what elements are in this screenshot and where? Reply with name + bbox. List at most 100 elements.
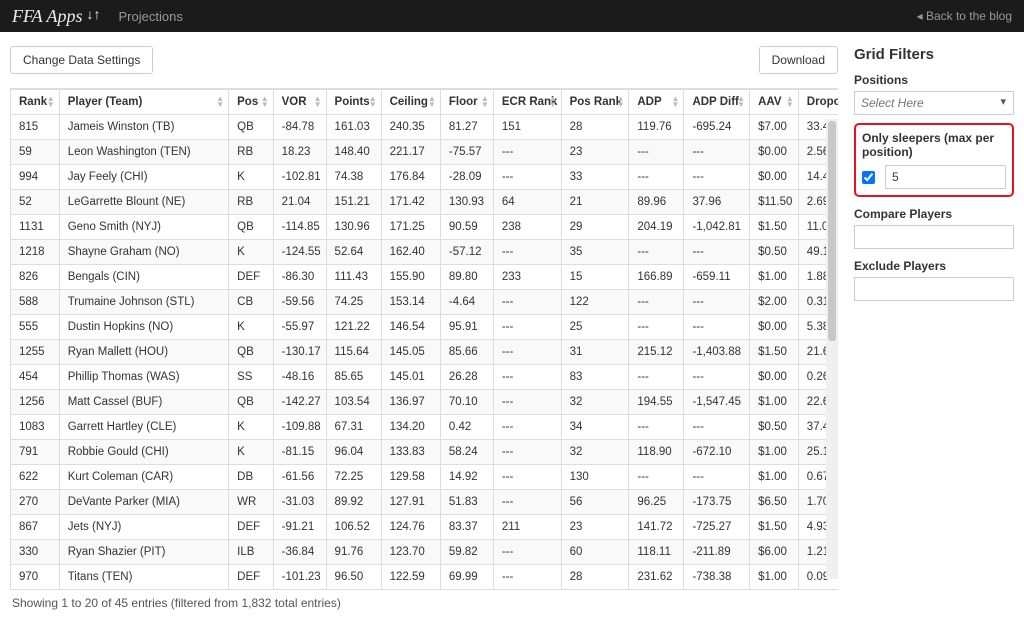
table-cell: --- bbox=[493, 490, 561, 515]
projections-table-wrap: Rank▲▼Player (Team)▲▼Pos▲▼VOR▲▼Points▲▼C… bbox=[10, 88, 838, 590]
table-row[interactable]: 52LeGarrette Blount (NE)RB21.04151.21171… bbox=[11, 190, 839, 215]
table-row[interactable]: 970Titans (TEN)DEF-101.2396.50122.5969.9… bbox=[11, 565, 839, 590]
exclude-players-input[interactable] bbox=[854, 277, 1014, 301]
column-header[interactable]: VOR▲▼ bbox=[273, 90, 326, 115]
table-cell: 37.96 bbox=[684, 190, 750, 215]
table-cell: --- bbox=[493, 290, 561, 315]
column-header[interactable]: Dropoff▲▼ bbox=[798, 90, 838, 115]
table-row[interactable]: 1218Shayne Graham (NO)K-124.5552.64162.4… bbox=[11, 240, 839, 265]
table-cell: 91.76 bbox=[326, 540, 381, 565]
sort-icon[interactable]: ▲▼ bbox=[549, 96, 557, 108]
table-cell: -725.27 bbox=[684, 515, 750, 540]
table-cell: 155.90 bbox=[381, 265, 440, 290]
table-row[interactable]: 270DeVante Parker (MIA)WR-31.0389.92127.… bbox=[11, 490, 839, 515]
table-cell: 28 bbox=[561, 565, 629, 590]
table-row[interactable]: 791Robbie Gould (CHI)K-81.1596.04133.835… bbox=[11, 440, 839, 465]
sort-icon[interactable]: ▲▼ bbox=[616, 96, 624, 108]
table-cell: 204.19 bbox=[629, 215, 684, 240]
table-cell: 233 bbox=[493, 265, 561, 290]
table-cell: $1.00 bbox=[750, 265, 799, 290]
column-header[interactable]: ADP Diff▲▼ bbox=[684, 90, 750, 115]
compare-players-input[interactable] bbox=[854, 225, 1014, 249]
table-cell: 867 bbox=[11, 515, 60, 540]
table-cell: -91.21 bbox=[273, 515, 326, 540]
table-row[interactable]: 622Kurt Coleman (CAR)DB-61.5672.25129.58… bbox=[11, 465, 839, 490]
sort-icon[interactable]: ▲▼ bbox=[428, 96, 436, 108]
sleepers-max-input[interactable] bbox=[885, 165, 1006, 189]
table-cell: --- bbox=[629, 415, 684, 440]
table-cell: QB bbox=[229, 340, 273, 365]
column-header[interactable]: Pos Rank▲▼ bbox=[561, 90, 629, 115]
table-row[interactable]: 330Ryan Shazier (PIT)ILB-36.8491.76123.7… bbox=[11, 540, 839, 565]
table-row[interactable]: 454Phillip Thomas (WAS)SS-48.1685.65145.… bbox=[11, 365, 839, 390]
table-cell: 14.92 bbox=[440, 465, 493, 490]
table-row[interactable]: 588Trumaine Johnson (STL)CB-59.5674.2515… bbox=[11, 290, 839, 315]
table-horizontal-scroll[interactable]: Rank▲▼Player (Team)▲▼Pos▲▼VOR▲▼Points▲▼C… bbox=[10, 89, 838, 590]
sort-icon[interactable]: ▲▼ bbox=[369, 96, 377, 108]
table-row[interactable]: 555Dustin Hopkins (NO)K-55.97121.22146.5… bbox=[11, 315, 839, 340]
table-cell: 0.42 bbox=[440, 415, 493, 440]
column-label: Floor bbox=[449, 96, 478, 108]
table-row[interactable]: 815Jameis Winston (TB)QB-84.78161.03240.… bbox=[11, 115, 839, 140]
vertical-scrollbar[interactable] bbox=[826, 119, 838, 579]
sort-icon[interactable]: ▲▼ bbox=[481, 96, 489, 108]
table-row[interactable]: 867Jets (NYJ)DEF-91.21106.52124.7683.372… bbox=[11, 515, 839, 540]
scrollbar-thumb[interactable] bbox=[828, 121, 836, 341]
column-label: Rank bbox=[19, 96, 47, 108]
table-cell: 994 bbox=[11, 165, 60, 190]
table-cell: --- bbox=[684, 365, 750, 390]
column-header[interactable]: Floor▲▼ bbox=[440, 90, 493, 115]
table-cell: 146.54 bbox=[381, 315, 440, 340]
table-row[interactable]: 1083Garrett Hartley (CLE)K-109.8867.3113… bbox=[11, 415, 839, 440]
column-header[interactable]: Points▲▼ bbox=[326, 90, 381, 115]
table-cell: 211 bbox=[493, 515, 561, 540]
sort-icon[interactable]: ▲▼ bbox=[216, 96, 224, 108]
sleepers-checkbox[interactable] bbox=[862, 171, 875, 184]
back-to-blog-link[interactable]: Back to the blog bbox=[917, 9, 1012, 23]
sort-icon[interactable]: ▲▼ bbox=[47, 96, 55, 108]
positions-select[interactable] bbox=[854, 91, 1014, 115]
top-navbar: FFA Apps ↓↑ Projections Back to the blog bbox=[0, 0, 1024, 32]
table-cell: 115.64 bbox=[326, 340, 381, 365]
column-header[interactable]: AAV▲▼ bbox=[750, 90, 799, 115]
download-button[interactable]: Download bbox=[759, 46, 838, 74]
sort-icon[interactable]: ▲▼ bbox=[737, 96, 745, 108]
table-cell: 123.70 bbox=[381, 540, 440, 565]
table-row[interactable]: 1255Ryan Mallett (HOU)QB-130.17115.64145… bbox=[11, 340, 839, 365]
table-cell: $0.00 bbox=[750, 365, 799, 390]
sort-icon[interactable]: ▲▼ bbox=[314, 96, 322, 108]
brand-title[interactable]: FFA Apps ↓↑ bbox=[12, 6, 101, 27]
table-row[interactable]: 1131Geno Smith (NYJ)QB-114.85130.96171.2… bbox=[11, 215, 839, 240]
table-row[interactable]: 59Leon Washington (TEN)RB18.23148.40221.… bbox=[11, 140, 839, 165]
column-header[interactable]: ADP▲▼ bbox=[629, 90, 684, 115]
table-row[interactable]: 826Bengals (CIN)DEF-86.30111.43155.9089.… bbox=[11, 265, 839, 290]
sort-icon[interactable]: ▲▼ bbox=[786, 96, 794, 108]
nav-projections[interactable]: Projections bbox=[119, 9, 183, 24]
table-cell: -142.27 bbox=[273, 390, 326, 415]
column-header[interactable]: Pos▲▼ bbox=[229, 90, 273, 115]
table-cell: Jets (NYJ) bbox=[59, 515, 228, 540]
column-header[interactable]: Rank▲▼ bbox=[11, 90, 60, 115]
table-cell: 69.99 bbox=[440, 565, 493, 590]
toolbar: Change Data Settings Download bbox=[10, 46, 838, 74]
table-cell: 59 bbox=[11, 140, 60, 165]
sort-icon[interactable]: ▲▼ bbox=[261, 96, 269, 108]
table-cell: 161.03 bbox=[326, 115, 381, 140]
table-cell: -57.12 bbox=[440, 240, 493, 265]
table-cell: DEF bbox=[229, 515, 273, 540]
table-cell: 145.01 bbox=[381, 365, 440, 390]
table-cell: --- bbox=[493, 240, 561, 265]
table-cell: 454 bbox=[11, 365, 60, 390]
table-cell: --- bbox=[493, 565, 561, 590]
table-cell: -124.55 bbox=[273, 240, 326, 265]
column-header[interactable]: Player (Team)▲▼ bbox=[59, 90, 228, 115]
table-cell: $0.50 bbox=[750, 415, 799, 440]
sort-icon[interactable]: ▲▼ bbox=[672, 96, 680, 108]
table-row[interactable]: 994Jay Feely (CHI)K-102.8174.38176.84-28… bbox=[11, 165, 839, 190]
column-header[interactable]: Ceiling▲▼ bbox=[381, 90, 440, 115]
table-cell: 153.14 bbox=[381, 290, 440, 315]
change-data-settings-button[interactable]: Change Data Settings bbox=[10, 46, 153, 74]
column-header[interactable]: ECR Rank▲▼ bbox=[493, 90, 561, 115]
table-cell: 32 bbox=[561, 440, 629, 465]
table-row[interactable]: 1256Matt Cassel (BUF)QB-142.27103.54136.… bbox=[11, 390, 839, 415]
